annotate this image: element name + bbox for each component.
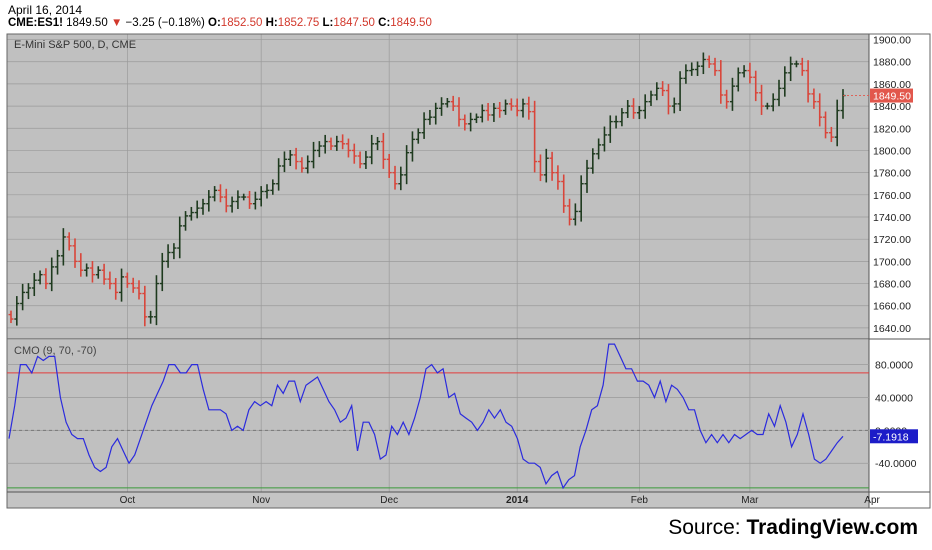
last-price-badge: [870, 88, 913, 103]
x-axis-tick-label: Nov: [252, 495, 270, 506]
chart-frame: [6, 33, 931, 509]
x-axis-tick-label: Dec: [380, 495, 398, 506]
down-triangle-icon: ▼: [110, 17, 123, 29]
source-brand: TradingView.com: [746, 516, 918, 539]
symbol-label: CME:ES1!: [8, 17, 63, 29]
price-pane-background: [7, 34, 869, 339]
low-label: L:: [322, 17, 334, 29]
chart-area[interactable]: 1640.00 1660.00 1680.00 1700.00 1720.00 1740.…: [0, 0, 932, 520]
price-tick-label: 1840.00: [873, 101, 911, 113]
price-tick-label: 1880.00: [873, 57, 911, 69]
cmo-tick-label: -40.0000: [875, 458, 917, 470]
price-pane-title: E-Mini S&P 500, D, CME: [14, 39, 136, 51]
close-label: C:: [378, 17, 391, 29]
cmo-pane-background: [7, 340, 869, 492]
cmo-value-badge: [870, 429, 918, 444]
cmo-series-line: [8, 343, 844, 490]
price-tick-label: 1800.00: [873, 145, 911, 157]
x-axis-background: [7, 492, 869, 508]
price-tick-label: 1820.00: [873, 123, 911, 135]
low-value: 1847.50: [333, 17, 375, 29]
high-value: 1852.75: [277, 17, 320, 29]
last-price: 1849.50: [66, 17, 108, 29]
price-tick-label: 1700.00: [873, 256, 911, 268]
price-tick-label: 1860.00: [873, 79, 911, 91]
last-price-badge-text: 1849.50: [873, 91, 911, 103]
chart-header: April 16, 2014 CME:ES1! 1849.50 ▼ −3.25 …: [8, 2, 608, 32]
open-value: 1852.50: [220, 17, 263, 29]
price-tick-label: 1720.00: [873, 234, 911, 246]
header-date: April 16, 2014: [8, 3, 83, 17]
price-tick-label: 1660.00: [873, 301, 911, 313]
price-tick-label: 1680.00: [873, 279, 911, 291]
x-axis-tick-label: Mar: [741, 495, 759, 506]
x-axis-tick-label: Apr: [864, 495, 880, 506]
price-change: −3.25 (−0.18%): [125, 17, 205, 29]
cmo-tick-label: 80.0000: [875, 360, 913, 372]
cmo-value-badge-text: -7.1918: [873, 431, 909, 443]
close-value: 1849.50: [390, 17, 432, 29]
cmo-pane-title: CMO (9, 70, -70): [14, 345, 97, 357]
header-quote-line: CME:ES1! 1849.50 ▼ −3.25 (−0.18%) O:1852…: [8, 17, 432, 29]
source-credit: Source: TradingView.com: [668, 516, 918, 540]
cmo-tick-label: 40.0000: [875, 393, 913, 405]
price-tick-label: 1640.00: [873, 323, 911, 335]
x-axis-tick-label: Oct: [120, 495, 136, 506]
source-prefix: Source:: [668, 516, 747, 539]
price-tick-label: 1760.00: [873, 190, 911, 202]
price-tick-label: 1740.00: [873, 212, 911, 224]
x-axis-tick-label: 2014: [506, 495, 529, 506]
price-tick-label: 1900.00: [873, 35, 911, 47]
price-tick-label: 1780.00: [873, 168, 911, 180]
x-axis-tick-label: Feb: [631, 495, 649, 506]
high-label: H:: [265, 17, 278, 29]
open-label: O:: [208, 17, 221, 29]
